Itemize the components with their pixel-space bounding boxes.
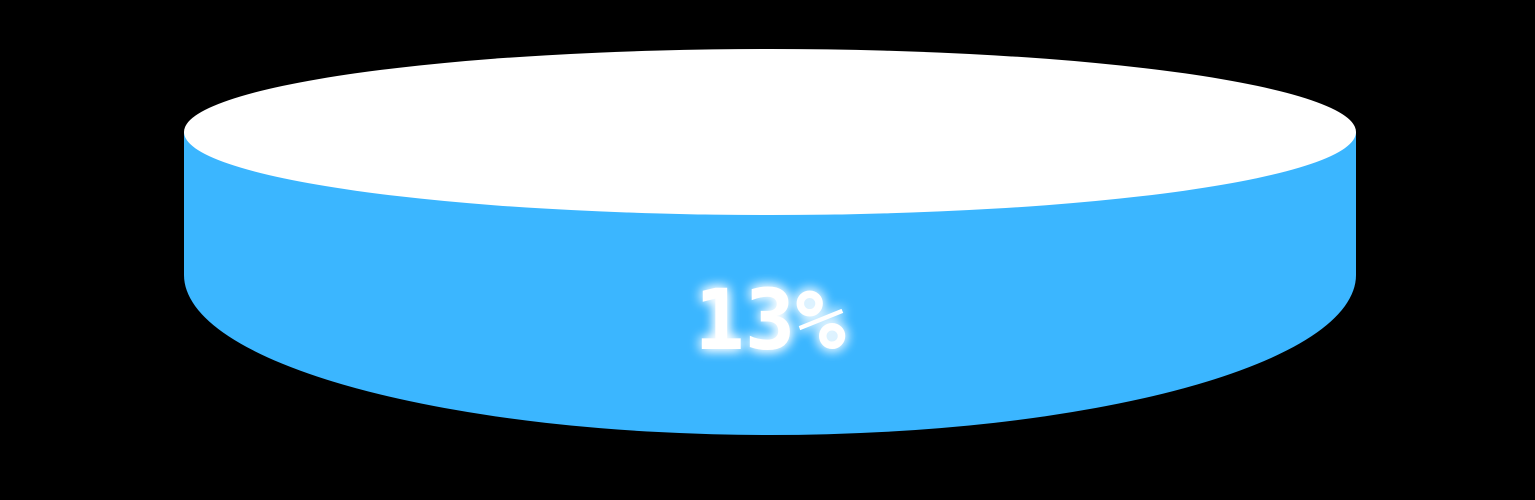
- cylinder-top: [184, 49, 1356, 215]
- cylinder-body: [184, 132, 1356, 435]
- progress-label: 13%: [694, 271, 846, 369]
